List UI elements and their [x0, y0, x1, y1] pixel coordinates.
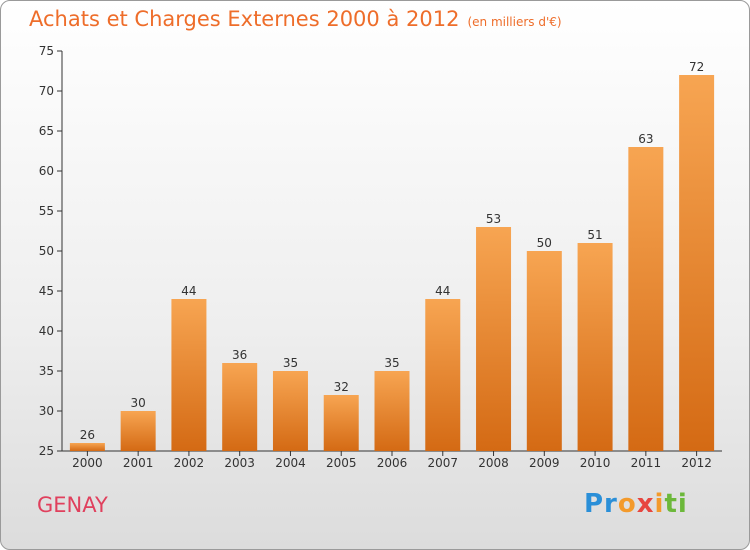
y-tick-label: 45 [39, 284, 54, 298]
value-label: 35 [384, 356, 399, 370]
bar [222, 363, 258, 451]
x-tick-label: 2001 [123, 456, 154, 470]
logo-part-1: Pr [584, 489, 618, 519]
logo-part-4: i [654, 489, 665, 519]
bar [120, 411, 156, 451]
value-label: 63 [638, 132, 653, 146]
y-tick-label: 55 [39, 204, 54, 218]
value-labels: 26 30 44 36 35 32 35 44 53 50 51 63 72 [80, 60, 705, 442]
value-label: 36 [232, 348, 247, 362]
x-tick-label: 2002 [174, 456, 205, 470]
value-label: 51 [587, 228, 602, 242]
y-tick-label: 75 [39, 44, 54, 58]
bar [679, 75, 715, 451]
value-label: 32 [334, 380, 349, 394]
y-tick-label: 50 [39, 244, 54, 258]
y-tick-label: 25 [39, 444, 54, 458]
bars [69, 75, 715, 451]
bar [526, 251, 562, 451]
bar [628, 147, 664, 451]
x-tick-label: 2008 [478, 456, 509, 470]
logo-part-2: o [617, 489, 637, 519]
value-label: 44 [435, 284, 450, 298]
value-label: 72 [689, 60, 704, 74]
logo-part-3: x [636, 489, 655, 519]
x-tick-label: 2006 [377, 456, 408, 470]
value-label: 50 [537, 236, 552, 250]
value-label: 30 [131, 396, 146, 410]
value-label: 35 [283, 356, 298, 370]
y-tick-label: 70 [39, 84, 54, 98]
bar [69, 443, 105, 451]
value-label: 26 [80, 428, 95, 442]
chart-subtitle: (en milliers d'€) [467, 15, 562, 29]
x-tick-label: 2003 [224, 456, 255, 470]
chart-title: Achats et Charges Externes 2000 à 2012 (e… [29, 7, 562, 31]
y-tick-label: 60 [39, 164, 54, 178]
x-tick-label: 2000 [72, 456, 103, 470]
bar [577, 243, 613, 451]
bar [323, 395, 359, 451]
value-label: 53 [486, 212, 501, 226]
x-tick-label: 2007 [427, 456, 458, 470]
y-tick-label: 35 [39, 364, 54, 378]
y-tick-label: 30 [39, 404, 54, 418]
city-name: GENAY [37, 493, 108, 517]
x-tick-label: 2005 [326, 456, 357, 470]
bar [272, 371, 308, 451]
y-tick-label: 40 [39, 324, 54, 338]
x-tick-label: 2004 [275, 456, 306, 470]
logo-part-5: ti [664, 489, 688, 519]
x-tick-label: 2010 [580, 456, 611, 470]
y-tick-label: 65 [39, 124, 54, 138]
proxiti-logo: Proxiti [584, 489, 688, 519]
axes: 25 30 35 40 45 50 55 60 65 70 75 2000 2001 2002 2003 20… [39, 44, 722, 470]
bar [476, 227, 512, 451]
chart-title-text: Achats et Charges Externes 2000 à 2012 [29, 7, 460, 31]
bar [425, 299, 461, 451]
bar [171, 299, 207, 451]
value-label: 44 [181, 284, 196, 298]
x-tick-label: 2011 [631, 456, 662, 470]
bar [374, 371, 410, 451]
x-tick-label: 2009 [529, 456, 560, 470]
x-tick-label: 2012 [681, 456, 712, 470]
